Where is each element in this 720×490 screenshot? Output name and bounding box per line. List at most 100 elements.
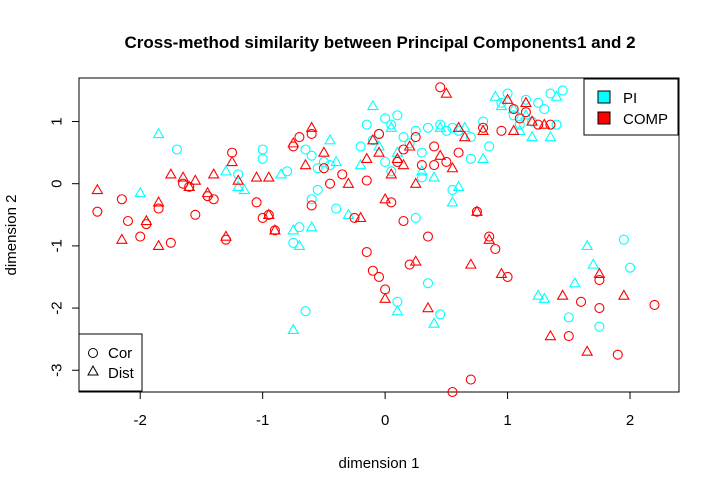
data-point-pi-circle <box>318 156 329 167</box>
data-point-pi-triangle <box>342 208 355 219</box>
data-point-comp-circle <box>318 163 329 174</box>
data-point-pi-circle <box>257 144 268 155</box>
data-point-comp-triangle <box>526 115 539 126</box>
data-point-comp-circle <box>435 82 446 93</box>
data-point-comp-circle <box>361 175 372 186</box>
data-point-comp-triangle <box>379 292 392 303</box>
data-point-pi-triangle <box>134 186 147 198</box>
data-point-pi-circle <box>257 153 268 164</box>
plot-frame <box>78 77 680 393</box>
y-tick-label: -2 <box>48 301 65 314</box>
legend-swatch-comp <box>597 111 611 125</box>
data-point-comp-triangle <box>354 211 367 223</box>
data-point-comp-circle <box>508 104 519 115</box>
data-point-comp-circle <box>190 209 201 220</box>
data-point-comp-triangle <box>189 174 202 185</box>
data-point-pi-circle <box>312 184 323 195</box>
data-point-comp-triangle <box>287 136 300 148</box>
data-point-pi-circle <box>539 104 550 115</box>
data-point-comp-triangle <box>232 174 245 185</box>
y-axis-label: dimension 2 <box>3 195 20 276</box>
data-point-pi-triangle <box>495 99 508 111</box>
data-point-comp-circle <box>337 169 348 180</box>
data-point-comp-circle <box>251 197 262 208</box>
data-point-comp-triangle <box>452 121 465 132</box>
data-point-pi-circle <box>171 144 183 155</box>
data-point-pi-circle <box>447 122 458 133</box>
data-point-pi-circle <box>404 138 415 149</box>
data-point-comp-triangle <box>226 155 239 167</box>
shape-legend-box <box>78 333 143 392</box>
data-point-comp-triangle <box>299 158 312 170</box>
data-point-comp-circle <box>520 107 531 118</box>
data-point-comp-triangle <box>403 140 416 151</box>
data-point-comp-triangle <box>385 168 398 179</box>
data-point-pi-triangle <box>587 258 600 269</box>
data-point-comp-triangle <box>183 180 196 191</box>
x-tick-label: 0 <box>381 412 389 429</box>
legend-triangle-marker <box>87 364 99 376</box>
y-tick-label: -3 <box>48 364 65 377</box>
data-point-comp-circle <box>594 275 605 286</box>
x-tick-label: 1 <box>503 412 511 429</box>
data-point-comp-circle <box>294 132 305 143</box>
data-point-comp-circle <box>545 119 556 130</box>
data-point-comp-triangle <box>458 130 471 142</box>
data-point-pi-circle <box>386 119 397 130</box>
data-point-comp-circle <box>465 374 476 385</box>
data-point-comp-triangle <box>201 186 214 198</box>
data-point-pi-triangle <box>385 121 398 132</box>
data-point-pi-circle <box>624 262 636 273</box>
legend-label-cor: Cor <box>108 345 132 362</box>
data-point-comp-triangle <box>219 230 232 241</box>
data-point-pi-triangle <box>219 164 232 176</box>
data-point-pi-circle <box>355 141 366 152</box>
data-point-pi-triangle <box>287 323 300 334</box>
data-point-pi-triangle <box>489 90 502 101</box>
data-point-comp-triangle <box>464 258 477 269</box>
data-point-comp-triangle <box>544 329 557 341</box>
data-point-comp-triangle <box>409 177 422 188</box>
data-point-comp-circle <box>429 159 440 171</box>
data-point-comp-circle <box>116 194 127 205</box>
data-point-pi-circle <box>380 113 391 124</box>
data-point-pi-triangle <box>238 183 251 195</box>
data-point-pi-circle <box>520 94 531 105</box>
data-point-comp-circle <box>441 156 452 167</box>
data-point-pi-triangle <box>538 292 551 303</box>
data-points <box>91 82 660 398</box>
data-point-comp-circle <box>575 296 587 307</box>
data-point-pi-circle <box>514 119 525 130</box>
data-point-comp-circle <box>514 113 525 124</box>
data-point-pi-circle <box>484 141 495 152</box>
data-point-pi-circle <box>380 156 391 167</box>
data-point-pi-circle <box>312 163 323 174</box>
data-point-comp-circle <box>496 125 507 136</box>
data-point-comp-triangle <box>360 152 373 163</box>
data-point-comp-circle <box>563 330 574 342</box>
data-point-pi-circle <box>361 119 372 130</box>
data-point-comp-circle <box>165 237 176 248</box>
data-point-pi-triangle <box>532 289 545 300</box>
data-point-comp-circle <box>208 194 219 205</box>
data-point-comp-circle <box>306 200 317 211</box>
color-legend-box <box>583 78 679 136</box>
data-point-comp-circle <box>410 132 421 143</box>
data-point-pi-circle <box>398 132 409 143</box>
data-point-comp-circle <box>478 122 489 133</box>
data-point-comp-triangle <box>305 121 318 132</box>
data-point-comp-triangle <box>617 289 630 300</box>
data-point-pi-triangle <box>434 121 447 132</box>
data-point-comp-circle <box>361 247 372 258</box>
data-point-comp-triangle <box>477 124 490 136</box>
x-tick-label: -1 <box>256 412 269 429</box>
data-point-pi-triangle <box>305 220 318 232</box>
data-point-pi-triangle <box>373 140 385 151</box>
data-point-pi-triangle <box>232 180 245 191</box>
data-point-pi-triangle <box>324 133 336 145</box>
x-tick-label: -2 <box>134 412 147 429</box>
data-point-comp-triangle <box>152 196 165 207</box>
data-point-comp-triangle <box>317 146 330 157</box>
data-point-comp-triangle <box>373 146 385 157</box>
